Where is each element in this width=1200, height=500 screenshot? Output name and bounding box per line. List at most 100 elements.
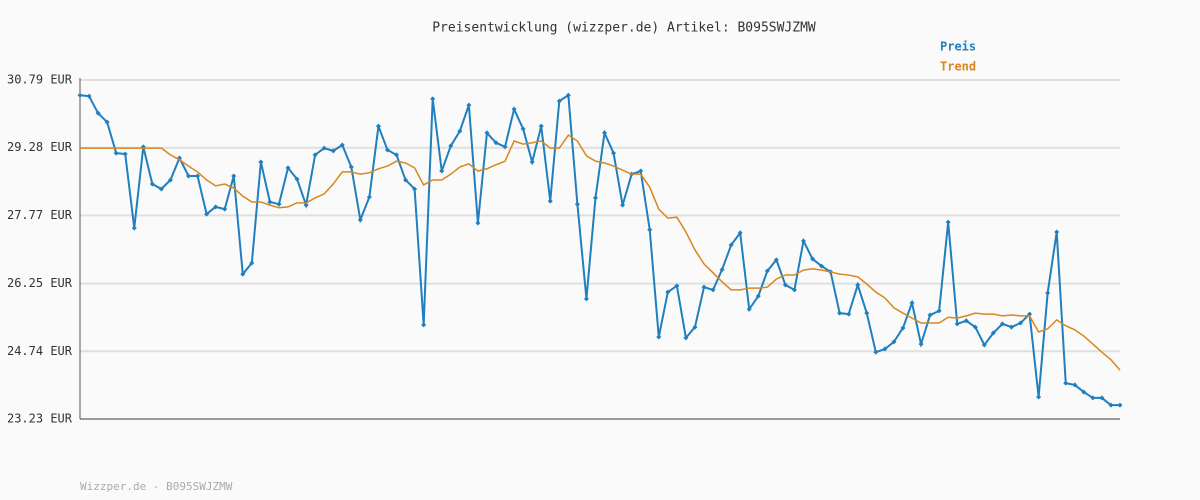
point-marker bbox=[122, 151, 128, 157]
point-marker bbox=[574, 201, 580, 207]
point-marker bbox=[1008, 324, 1014, 330]
point-marker bbox=[927, 312, 933, 318]
point-marker bbox=[430, 96, 436, 102]
point-marker bbox=[547, 198, 553, 204]
y-tick-label: 26.25 EUR bbox=[7, 276, 73, 290]
point-marker bbox=[484, 130, 490, 136]
point-marker bbox=[963, 318, 969, 324]
point-marker bbox=[204, 211, 210, 217]
point-marker bbox=[1117, 402, 1123, 408]
point-marker bbox=[394, 152, 400, 158]
point-marker bbox=[954, 321, 960, 327]
y-tick-label: 23.23 EUR bbox=[7, 412, 73, 426]
point-marker bbox=[357, 217, 363, 223]
point-marker bbox=[258, 159, 264, 165]
point-marker bbox=[710, 287, 716, 293]
point-marker bbox=[1054, 229, 1060, 235]
point-marker bbox=[665, 289, 671, 295]
point-marker bbox=[448, 143, 454, 149]
point-marker bbox=[701, 284, 707, 290]
point-marker bbox=[556, 98, 562, 104]
point-marker bbox=[810, 256, 816, 262]
series-line bbox=[80, 134, 1121, 371]
point-marker bbox=[222, 206, 228, 212]
point-marker bbox=[366, 194, 372, 200]
point-marker bbox=[782, 282, 788, 288]
point-marker bbox=[864, 310, 870, 316]
point-marker bbox=[638, 168, 644, 174]
point-marker bbox=[240, 271, 246, 277]
point-marker bbox=[113, 150, 119, 156]
point-marker bbox=[285, 165, 291, 171]
point-marker bbox=[77, 92, 83, 98]
point-marker bbox=[1090, 395, 1096, 401]
point-marker bbox=[421, 322, 427, 328]
point-marker bbox=[131, 225, 137, 231]
point-marker bbox=[583, 296, 589, 302]
point-marker bbox=[764, 268, 770, 274]
point-marker bbox=[602, 130, 608, 136]
point-marker bbox=[1081, 389, 1087, 395]
point-marker bbox=[565, 92, 571, 98]
y-tick-label: 29.28 EUR bbox=[7, 140, 73, 154]
point-marker bbox=[692, 324, 698, 330]
footer: Wizzper.de - B095SWJZMW bbox=[80, 480, 233, 493]
point-marker bbox=[891, 339, 897, 345]
point-marker bbox=[900, 325, 906, 331]
point-marker bbox=[538, 123, 544, 129]
point-marker bbox=[945, 219, 951, 225]
point-marker bbox=[439, 168, 445, 174]
point-marker bbox=[158, 186, 164, 192]
point-marker bbox=[683, 335, 689, 341]
y-tick-label: 24.74 EUR bbox=[7, 344, 73, 358]
point-marker bbox=[909, 300, 915, 306]
point-marker bbox=[195, 173, 201, 179]
y-tick-label: 27.77 EUR bbox=[7, 208, 73, 222]
point-marker bbox=[104, 119, 110, 125]
point-marker bbox=[620, 202, 626, 208]
point-marker bbox=[728, 242, 734, 248]
point-marker bbox=[873, 349, 879, 355]
point-marker bbox=[1036, 394, 1042, 400]
point-marker bbox=[1108, 402, 1114, 408]
point-marker bbox=[312, 152, 318, 158]
point-marker bbox=[1018, 320, 1024, 326]
point-marker bbox=[746, 306, 752, 312]
point-marker bbox=[403, 177, 409, 183]
point-marker bbox=[213, 204, 219, 210]
series-line bbox=[79, 93, 1120, 407]
point-marker bbox=[231, 173, 237, 179]
point-marker bbox=[981, 342, 987, 348]
point-marker bbox=[186, 173, 192, 179]
point-marker bbox=[592, 195, 598, 201]
chart-title: Preisentwicklung (wizzper.de) Artikel: B… bbox=[432, 21, 816, 36]
point-marker bbox=[819, 263, 825, 269]
point-marker bbox=[149, 181, 155, 187]
point-marker bbox=[846, 311, 852, 317]
point-marker bbox=[249, 260, 255, 266]
y-tick-label: 30.79 EUR bbox=[7, 73, 73, 87]
point-marker bbox=[475, 220, 481, 226]
point-marker bbox=[457, 128, 463, 134]
point-marker bbox=[339, 142, 345, 148]
point-marker bbox=[719, 267, 725, 273]
point-marker bbox=[647, 227, 653, 233]
point-marker bbox=[837, 310, 843, 316]
point-marker bbox=[511, 106, 517, 112]
point-marker bbox=[1045, 290, 1051, 296]
legend-label: Trend bbox=[940, 60, 976, 74]
point-marker bbox=[466, 102, 472, 108]
point-marker bbox=[791, 287, 797, 293]
point-marker bbox=[1063, 380, 1069, 386]
point-marker bbox=[276, 201, 282, 207]
point-marker bbox=[674, 283, 680, 289]
point-marker bbox=[755, 293, 761, 299]
point-marker bbox=[167, 177, 173, 183]
point-marker bbox=[999, 321, 1005, 327]
point-marker bbox=[611, 150, 617, 156]
point-marker bbox=[493, 140, 499, 146]
point-marker bbox=[267, 199, 273, 205]
point-marker bbox=[294, 176, 300, 182]
